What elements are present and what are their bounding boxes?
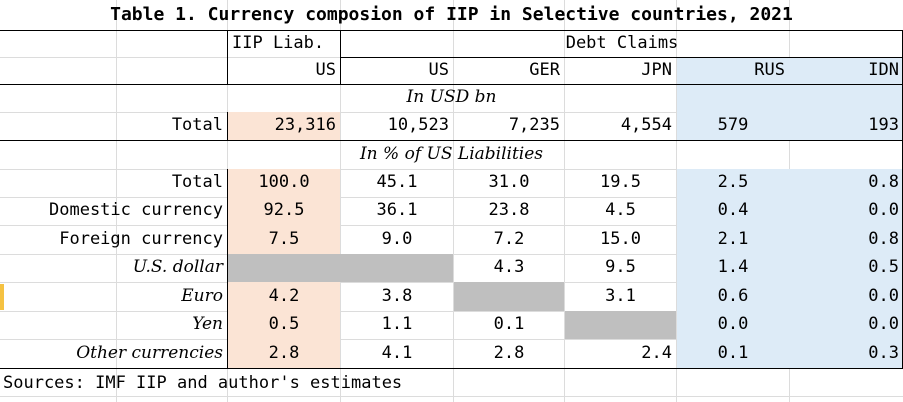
blank-cell — [565, 311, 676, 339]
row-label: Yen — [192, 314, 223, 334]
gridline — [0, 282, 903, 283]
cell-value: 0.1 — [717, 343, 749, 363]
col-header-ger: GER — [529, 60, 560, 80]
cell-value: 2.5 — [717, 172, 749, 192]
col-header-us-liab: US — [315, 60, 336, 80]
cell-value: 579 — [717, 115, 749, 135]
cell-value: 0.5 — [268, 314, 300, 334]
table-border — [227, 30, 228, 85]
cell-value: 7.5 — [268, 229, 300, 249]
table-border — [227, 112, 228, 140]
table-border — [340, 30, 341, 85]
col-header-idn: IDN — [868, 60, 899, 80]
cell-value: 2.8 — [493, 343, 525, 363]
cell-value: 3.1 — [605, 286, 636, 306]
row-selection-marker — [0, 284, 4, 310]
row-label: Domestic currency — [49, 200, 223, 220]
cell-value: 92.5 — [263, 200, 305, 220]
gridline — [116, 0, 117, 402]
gridline — [453, 0, 454, 402]
gridline — [0, 169, 903, 170]
cell-value: 4.5 — [605, 200, 636, 220]
table-border — [0, 140, 903, 141]
cell-value: 0.0 — [868, 200, 899, 220]
cell-value: 36.1 — [376, 200, 418, 220]
cell-value: 1.1 — [381, 314, 413, 334]
table-title: Table 1. Currency composion of IIP in Se… — [110, 4, 793, 25]
cell-value: 15.0 — [600, 229, 641, 249]
gridline — [0, 311, 903, 312]
row-label: Total — [171, 115, 223, 135]
cell-value: 0.0 — [717, 314, 749, 334]
table-border — [0, 84, 903, 85]
header-debt-claims: Debt Claims — [565, 33, 679, 53]
cell-value: 1.4 — [717, 257, 749, 277]
cell-value: 100.0 — [258, 172, 310, 192]
cell-value: 0.4 — [717, 200, 749, 220]
table-border — [0, 368, 903, 369]
cell-value: 7.2 — [493, 229, 525, 249]
cell-value: 10,523 — [387, 115, 449, 135]
row-label: Total — [171, 172, 223, 192]
table-border — [227, 169, 228, 368]
row-label: Other currencies — [76, 343, 223, 363]
cell-value: 0.8 — [868, 229, 899, 249]
section-pct-label: In % of US Liabilities — [359, 144, 544, 164]
cell-value: 19.5 — [600, 172, 641, 192]
gridline — [564, 0, 565, 402]
liab-fill — [228, 282, 340, 368]
row-label: U.S. dollar — [132, 257, 223, 277]
cell-value: 45.1 — [376, 172, 418, 192]
gridline — [0, 339, 903, 340]
cell-value: 0.8 — [868, 172, 899, 192]
cell-value: 2.1 — [717, 229, 749, 249]
cell-value: 2.8 — [268, 343, 300, 363]
gridline — [340, 0, 341, 402]
blank-cell — [454, 282, 564, 311]
cell-value: 23.8 — [488, 200, 530, 220]
liab-fill — [228, 169, 340, 254]
cell-value: 0.3 — [868, 343, 899, 363]
cell-value: 9.5 — [605, 257, 636, 277]
row-label: Foreign currency — [59, 229, 223, 249]
cell-value: 0.0 — [868, 286, 899, 306]
claims-em-fill — [677, 57, 903, 140]
cell-value: 0.5 — [868, 257, 899, 277]
cell-value: 3.8 — [381, 286, 413, 306]
row-label: Euro — [181, 286, 223, 306]
source-note: Sources: IMF IIP and author's estimates — [3, 373, 403, 393]
table-border — [341, 57, 903, 58]
cell-value: 4.3 — [493, 257, 525, 277]
gridline — [0, 112, 903, 113]
cell-value: 23,316 — [274, 115, 336, 135]
table-border — [0, 30, 903, 31]
gridline — [0, 197, 903, 198]
cell-value: 31.0 — [488, 172, 530, 192]
cell-value: 7,235 — [508, 115, 560, 135]
blank-cell — [228, 254, 453, 282]
cell-value: 0.6 — [717, 286, 749, 306]
cell-value: 4.2 — [268, 286, 300, 306]
cell-value: 9.0 — [381, 229, 413, 249]
cell-value: 193 — [868, 115, 899, 135]
cell-value: 4.1 — [381, 343, 413, 363]
gridline — [0, 225, 903, 226]
section-usd-label: In USD bn — [406, 87, 497, 107]
col-header-rus: RUS — [754, 60, 785, 80]
gridline — [676, 0, 677, 402]
cell-value: 2.4 — [641, 343, 672, 363]
col-header-us: US — [428, 60, 449, 80]
liab-fill — [228, 112, 340, 140]
cell-value: 0.1 — [493, 314, 525, 334]
claims-em-fill — [677, 169, 903, 368]
gridline — [0, 396, 903, 397]
col-header-jpn: JPN — [641, 60, 672, 80]
cell-value: 0.0 — [868, 314, 899, 334]
header-iip-liab: IIP Liab. — [232, 33, 325, 53]
cell-value: 4,554 — [620, 115, 672, 135]
